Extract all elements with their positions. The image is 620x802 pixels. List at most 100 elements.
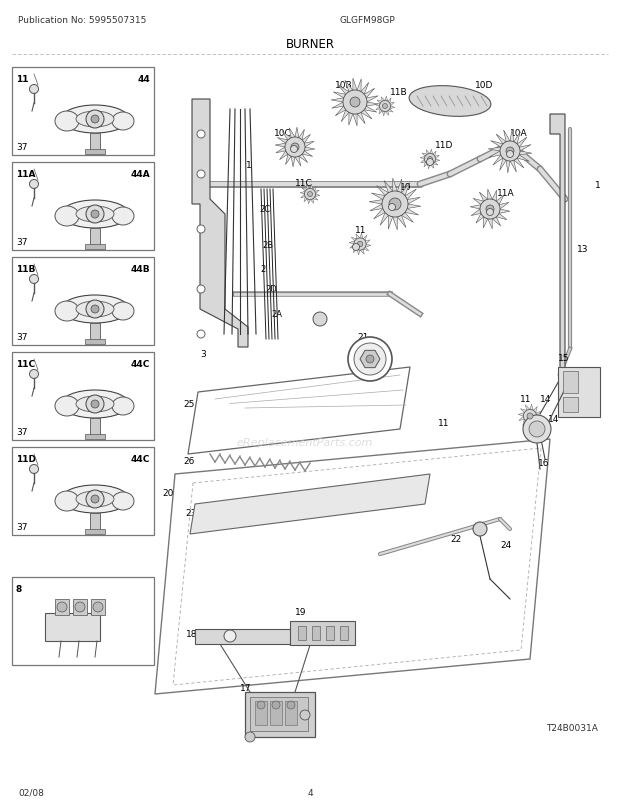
Text: 22: 22 [450,535,461,544]
Polygon shape [331,99,343,103]
Polygon shape [299,130,304,141]
Bar [245,692,315,737]
Polygon shape [405,209,418,216]
Polygon shape [421,160,425,164]
Polygon shape [530,422,534,427]
Polygon shape [360,351,380,368]
Polygon shape [500,159,506,171]
Polygon shape [492,191,497,202]
Polygon shape [492,217,500,227]
Circle shape [86,490,104,508]
Polygon shape [374,209,385,220]
Circle shape [272,701,280,709]
Polygon shape [353,79,357,91]
Polygon shape [365,241,370,245]
Polygon shape [280,152,288,160]
Text: 44C: 44C [131,455,150,464]
Polygon shape [360,234,363,240]
Polygon shape [364,89,374,99]
Text: 02/08: 02/08 [18,788,44,797]
Circle shape [523,410,536,423]
Polygon shape [291,157,295,168]
Polygon shape [306,185,310,190]
Polygon shape [514,132,520,144]
Polygon shape [484,217,488,229]
Polygon shape [388,216,392,230]
Polygon shape [490,141,503,148]
Circle shape [343,91,367,115]
Ellipse shape [61,296,129,323]
Text: eReplacementParts.com: eReplacementParts.com [237,437,373,448]
Text: 10D: 10D [475,81,494,90]
Ellipse shape [112,208,134,225]
Text: 20: 20 [162,489,174,498]
Text: BURNER: BURNER [285,38,335,51]
Circle shape [57,602,67,612]
Text: 37: 37 [16,143,27,152]
Polygon shape [379,110,383,115]
Bar [12,353,154,440]
Polygon shape [295,128,299,139]
Polygon shape [333,93,346,99]
Circle shape [197,171,205,179]
Polygon shape [349,113,353,126]
Ellipse shape [55,111,79,132]
Text: 11: 11 [520,395,531,403]
Text: 11: 11 [16,75,29,84]
Bar [255,701,267,725]
Ellipse shape [61,106,129,134]
Text: 1: 1 [595,180,601,189]
Bar [12,257,154,346]
Ellipse shape [61,391,129,419]
Text: 19: 19 [295,607,306,616]
Polygon shape [341,111,349,123]
Bar [55,599,69,615]
Polygon shape [315,191,319,195]
Polygon shape [275,144,286,148]
Polygon shape [282,132,291,141]
Polygon shape [377,101,383,104]
Text: 44C: 44C [131,359,150,369]
Text: 4: 4 [307,788,313,797]
Circle shape [507,152,513,158]
Bar [326,626,334,640]
Polygon shape [349,241,355,245]
Circle shape [91,115,99,124]
Polygon shape [496,196,504,205]
Text: 11A: 11A [497,188,515,198]
Polygon shape [488,220,492,229]
Circle shape [506,148,514,156]
Circle shape [93,602,103,612]
Circle shape [389,199,401,211]
Polygon shape [525,405,530,411]
Bar [45,614,100,642]
Polygon shape [338,86,349,95]
Polygon shape [188,367,410,455]
Polygon shape [533,407,538,413]
Circle shape [291,146,298,153]
Text: 17: 17 [240,683,252,692]
Polygon shape [489,152,501,158]
Circle shape [86,111,104,129]
Polygon shape [345,81,353,92]
Polygon shape [499,210,510,214]
Polygon shape [433,163,438,166]
Text: 37: 37 [16,522,27,532]
Polygon shape [384,181,392,193]
Polygon shape [519,152,532,156]
Polygon shape [383,111,385,117]
Circle shape [86,206,104,224]
Circle shape [366,355,374,363]
Circle shape [257,701,265,709]
Circle shape [224,630,236,642]
Ellipse shape [112,492,134,510]
Polygon shape [310,200,314,204]
Ellipse shape [112,302,134,321]
Polygon shape [517,156,529,162]
Text: 2D: 2D [265,286,277,294]
Bar [285,701,297,725]
Polygon shape [315,195,320,197]
Polygon shape [430,164,434,169]
Bar [85,529,105,534]
Polygon shape [514,159,524,168]
